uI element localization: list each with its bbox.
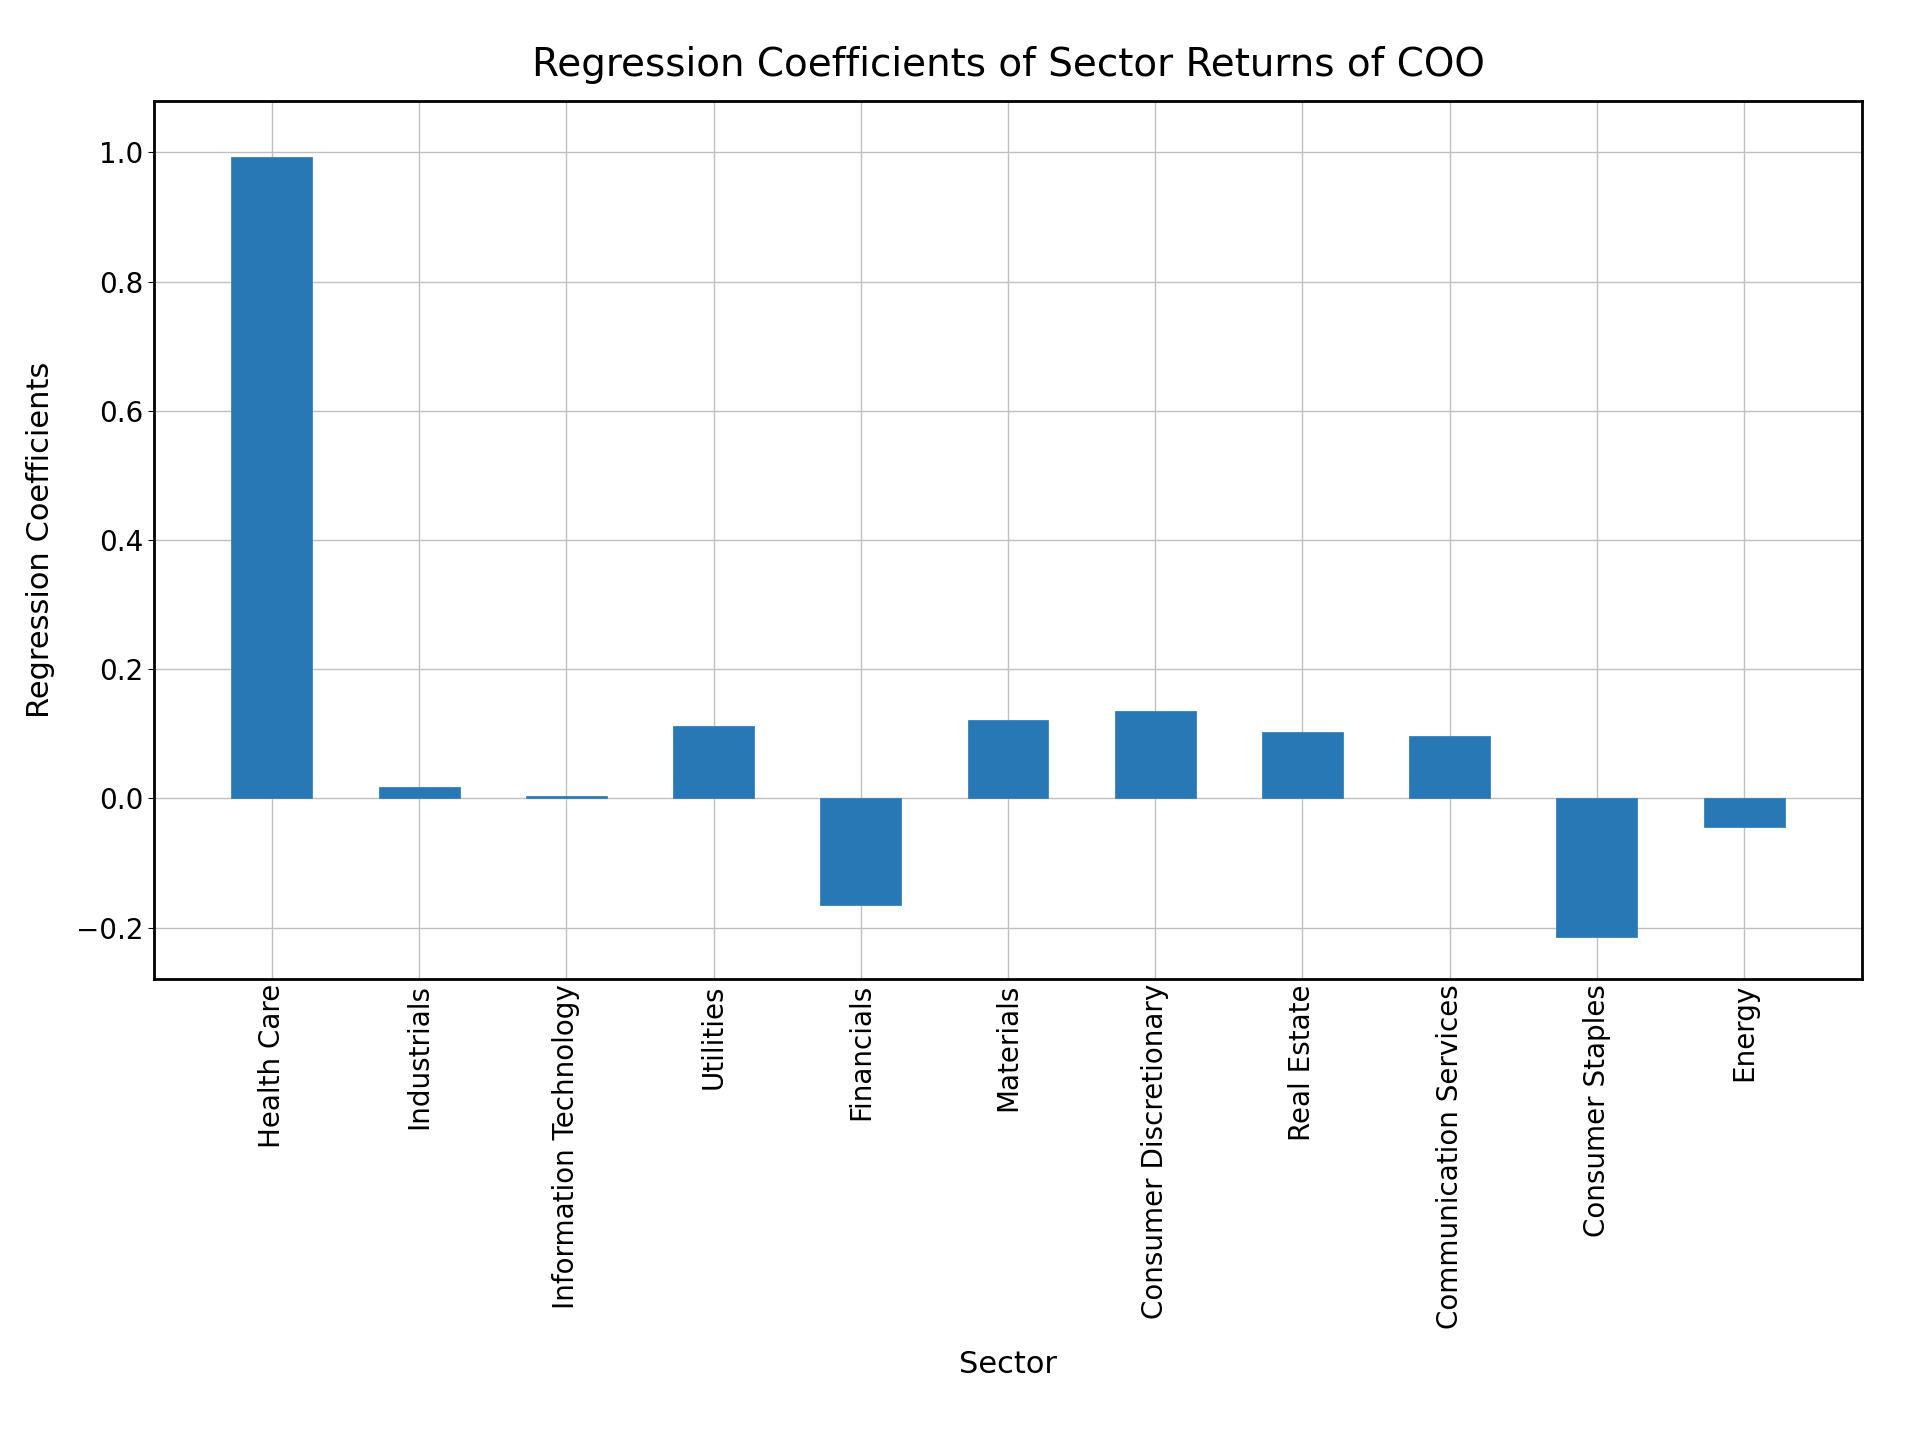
Bar: [1409, 736, 1490, 798]
Bar: [1261, 733, 1342, 798]
Title: Regression Coefficients of Sector Returns of COO: Regression Coefficients of Sector Return…: [532, 46, 1484, 84]
Y-axis label: Regression Coefficients: Regression Coefficients: [25, 361, 56, 719]
Bar: [526, 796, 607, 798]
X-axis label: Sector: Sector: [958, 1349, 1058, 1378]
Bar: [1703, 798, 1786, 828]
Bar: [968, 720, 1048, 798]
Bar: [1557, 798, 1638, 937]
Bar: [1116, 711, 1196, 798]
Bar: [820, 798, 900, 904]
Bar: [674, 726, 755, 798]
Bar: [378, 786, 459, 798]
Bar: [230, 157, 313, 798]
